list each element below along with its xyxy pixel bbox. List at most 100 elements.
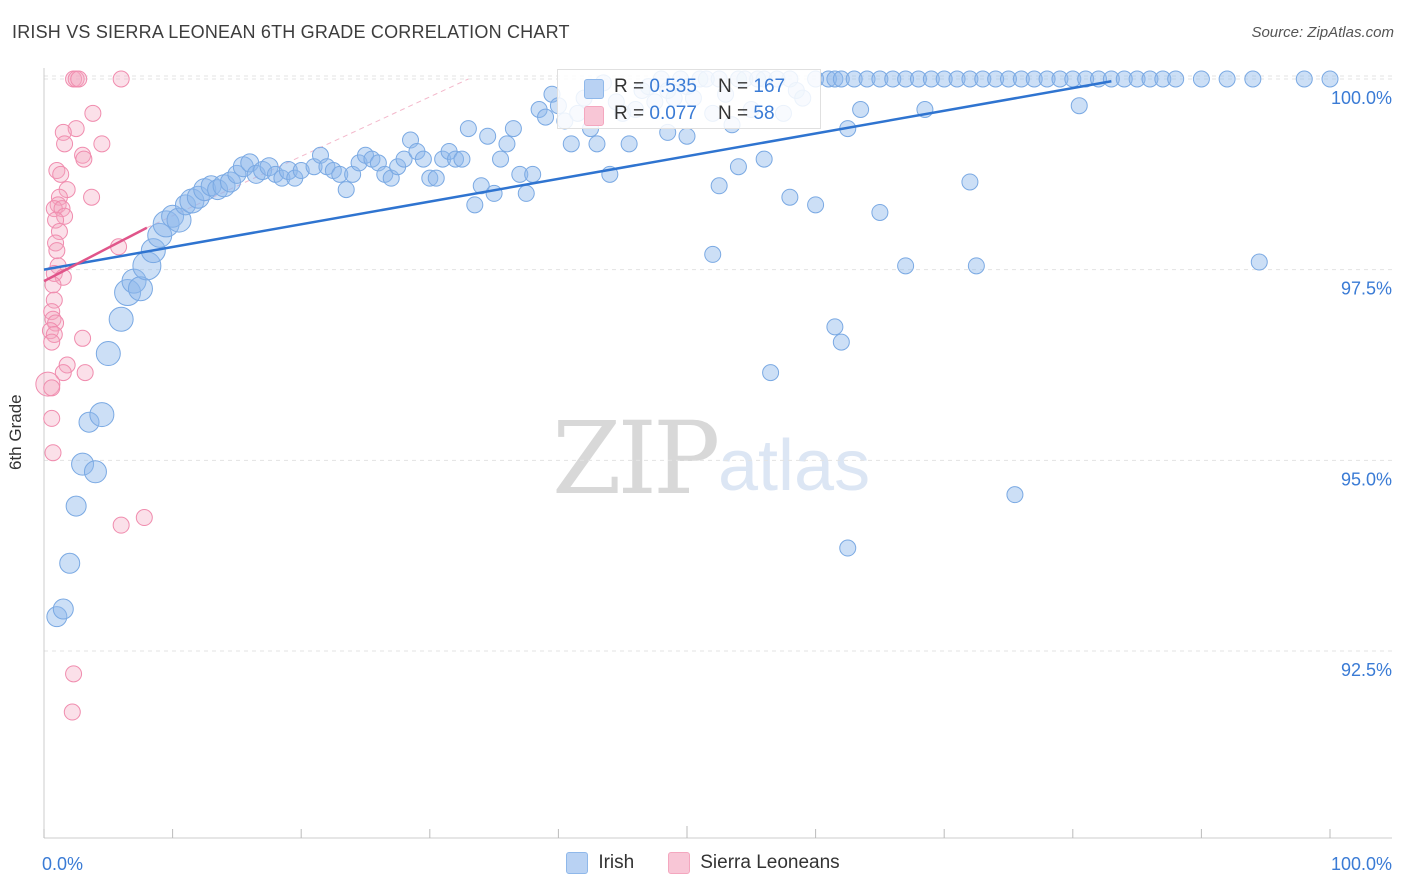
- irish-point: [1006, 486, 1024, 504]
- irish-point: [871, 203, 889, 221]
- sierra-point: [76, 364, 94, 382]
- irish-point: [1141, 70, 1159, 88]
- irish-point: [620, 135, 638, 153]
- irish-point: [127, 276, 153, 302]
- irish-point: [755, 150, 773, 168]
- stats-irish-n-label: N =: [718, 76, 754, 97]
- irish-point: [421, 169, 439, 187]
- sierra-point: [56, 207, 74, 225]
- irish-point: [108, 306, 134, 332]
- irish-point: [466, 196, 484, 214]
- irish-point: [186, 185, 210, 209]
- irish-point: [517, 184, 535, 202]
- y-tick-label: 100.0%: [1331, 88, 1392, 108]
- sierra-point: [48, 242, 66, 260]
- irish-point: [845, 70, 863, 88]
- sierra-point: [67, 120, 85, 138]
- legend-item-irish[interactable]: Irish: [566, 852, 634, 874]
- stats-irish-r: 0.535: [649, 76, 697, 97]
- source-credit: Source: ZipAtlas.com: [1251, 24, 1394, 41]
- sierra-point: [35, 371, 61, 397]
- sierra-point: [50, 223, 68, 241]
- irish-point: [704, 245, 722, 263]
- y-tick-label: 95.0%: [1341, 469, 1392, 489]
- irish-point: [1154, 70, 1172, 88]
- legend-label-sierra: Sierra Leoneans: [700, 852, 840, 873]
- irish-point: [414, 150, 432, 168]
- irish-point: [337, 181, 355, 199]
- irish-point: [472, 177, 490, 195]
- irish-point: [922, 70, 940, 88]
- irish-point: [52, 598, 74, 620]
- irish-point: [537, 108, 555, 126]
- irish-point: [492, 150, 510, 168]
- irish-point: [710, 177, 728, 195]
- irish-point: [852, 101, 870, 119]
- sierra-point: [43, 379, 61, 397]
- irish-point: [121, 268, 147, 294]
- irish-point: [1038, 70, 1056, 88]
- sierra-point: [63, 703, 81, 721]
- irish-point: [897, 70, 915, 88]
- irish-point: [479, 127, 497, 145]
- sierra-point: [93, 135, 111, 153]
- irish-point: [511, 165, 529, 183]
- irish-point: [826, 70, 844, 88]
- irish-point: [1167, 70, 1185, 88]
- sierra-point: [75, 150, 93, 168]
- legend-item-sierra[interactable]: Sierra Leoneans: [668, 852, 840, 874]
- irish-point: [858, 70, 876, 88]
- irish-point: [884, 70, 902, 88]
- irish-point: [219, 171, 241, 193]
- irish-point: [65, 495, 87, 517]
- stats-sierra-r-label: R =: [614, 103, 650, 124]
- stats-irish-n: 167: [753, 76, 786, 97]
- irish-point: [832, 333, 850, 351]
- irish-point: [1025, 70, 1043, 88]
- irish-point: [832, 70, 850, 88]
- irish-point: [83, 460, 107, 484]
- sierra-point: [44, 444, 62, 462]
- irish-point: [459, 120, 477, 138]
- irish-point: [1000, 70, 1017, 88]
- irish-point: [678, 127, 696, 145]
- irish-point: [498, 135, 516, 153]
- irish-point: [89, 402, 115, 428]
- sierra-point: [52, 165, 70, 183]
- irish-point: [1051, 70, 1069, 88]
- x-tick-label: 100.0%: [1331, 854, 1392, 874]
- stats-swatch-sierra: [584, 106, 604, 126]
- sierra-point: [56, 135, 74, 153]
- irish-point: [1295, 70, 1313, 88]
- sierra-point: [70, 70, 88, 88]
- legend-swatch-sierra: [668, 852, 691, 874]
- irish-point: [524, 165, 542, 183]
- irish-point: [1218, 70, 1236, 88]
- irish-point: [395, 150, 413, 168]
- irish-point: [331, 165, 349, 183]
- irish-point: [807, 196, 825, 214]
- irish-point: [1012, 70, 1030, 88]
- sierra-point: [43, 409, 61, 427]
- irish-point: [273, 169, 291, 187]
- irish-point: [909, 70, 927, 88]
- irish-point: [166, 207, 192, 233]
- irish-point: [453, 150, 471, 168]
- stats-sierra-n-label: N =: [718, 103, 754, 124]
- sierra-point: [74, 329, 92, 347]
- sierra-point: [65, 665, 83, 683]
- sierra-point: [84, 104, 102, 122]
- irish-trend-line: [43, 80, 1112, 271]
- legend-label-irish: Irish: [598, 852, 635, 873]
- sierra-trend-line: [43, 226, 148, 283]
- irish-point: [839, 539, 857, 557]
- legend: Irish Sierra Leoneans: [0, 852, 1406, 874]
- irish-point: [174, 194, 196, 216]
- irish-point: [935, 70, 953, 88]
- irish-point: [447, 150, 465, 168]
- sierra-point: [135, 509, 153, 527]
- sierra-point: [54, 364, 72, 382]
- sierra-point: [43, 333, 61, 351]
- sierra-point: [112, 70, 130, 88]
- sierra-point: [47, 211, 65, 229]
